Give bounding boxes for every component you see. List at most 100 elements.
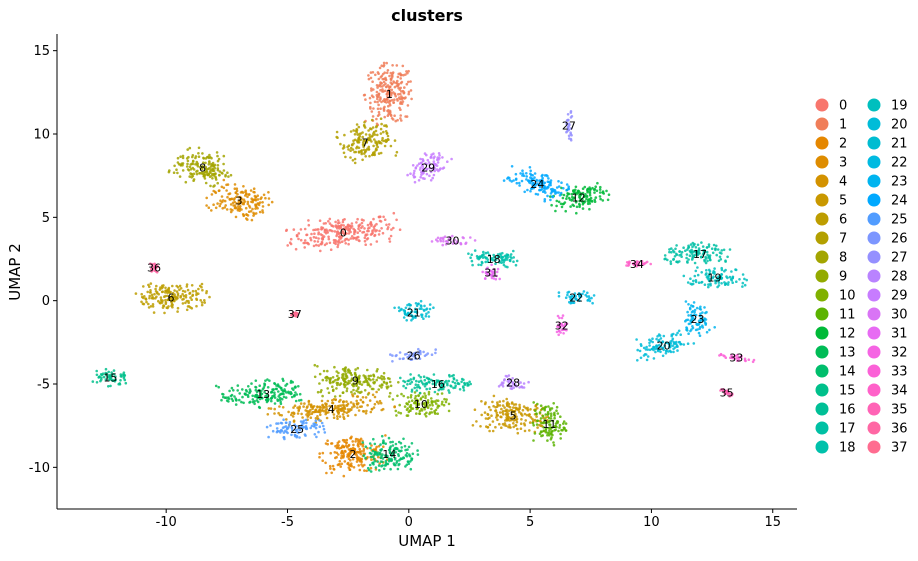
y-tick-label: -5 (37, 378, 50, 393)
point (320, 237, 324, 240)
point (582, 195, 586, 198)
legend-label: 37 (891, 441, 908, 456)
point (184, 296, 188, 299)
legend-key (815, 250, 829, 264)
point (390, 73, 394, 77)
point (512, 422, 515, 425)
point (246, 395, 250, 399)
point (722, 248, 726, 252)
point (283, 437, 286, 441)
point (594, 196, 598, 199)
point (565, 195, 569, 198)
cluster-10-points (391, 390, 451, 418)
point (371, 115, 375, 118)
point (367, 145, 371, 149)
point (270, 397, 273, 400)
point (397, 449, 401, 453)
point (297, 409, 301, 413)
point (559, 437, 562, 440)
point (161, 290, 164, 294)
point (99, 379, 102, 383)
point (295, 234, 299, 238)
point (314, 419, 318, 423)
point (379, 117, 383, 120)
point (326, 442, 330, 446)
legend-label: 35 (891, 403, 908, 418)
point (413, 391, 417, 394)
cluster-3-points (205, 178, 274, 222)
point (473, 239, 477, 242)
point (330, 442, 333, 445)
point (331, 385, 334, 389)
point (321, 394, 324, 398)
point (363, 227, 366, 230)
point (551, 195, 555, 199)
point (233, 197, 236, 200)
point (189, 163, 192, 166)
point (385, 132, 389, 135)
point (549, 188, 553, 191)
point (362, 143, 366, 146)
point (546, 186, 549, 190)
point (237, 205, 240, 208)
point (741, 273, 745, 276)
point (425, 411, 428, 415)
point (377, 92, 381, 96)
point (406, 396, 410, 399)
point (548, 429, 551, 433)
point (705, 250, 709, 254)
point (496, 414, 499, 417)
point (651, 337, 654, 341)
point (313, 410, 317, 414)
point (435, 168, 439, 171)
point (365, 379, 369, 383)
point (231, 201, 235, 205)
point (528, 429, 531, 432)
point (382, 380, 386, 384)
point (359, 405, 362, 409)
point (198, 172, 202, 175)
point (640, 344, 643, 348)
chart-title: clusters (391, 6, 463, 25)
point (294, 391, 297, 394)
point (649, 262, 652, 266)
point (676, 345, 679, 348)
point (267, 191, 270, 194)
point (340, 456, 343, 460)
point (327, 235, 330, 239)
point (565, 188, 568, 192)
point (543, 406, 547, 409)
point (142, 285, 145, 288)
point (305, 241, 309, 245)
point (535, 412, 538, 415)
point (422, 375, 426, 379)
legend-label: 7 (839, 232, 847, 247)
point (284, 396, 288, 399)
point (359, 132, 363, 135)
point (241, 395, 244, 399)
point (390, 117, 394, 120)
point (391, 444, 395, 447)
point (332, 380, 335, 383)
point (697, 281, 701, 285)
point (707, 243, 711, 246)
point (685, 326, 688, 329)
point (371, 461, 374, 465)
point (672, 257, 675, 261)
point (661, 354, 665, 358)
point (148, 296, 151, 300)
point (729, 278, 733, 281)
point (395, 150, 399, 154)
point (298, 405, 301, 409)
point (734, 268, 737, 271)
point (669, 262, 673, 266)
point (360, 218, 364, 221)
legend-item-32: 32 (867, 345, 908, 361)
point (369, 71, 373, 74)
point (678, 250, 681, 253)
point (504, 412, 508, 416)
point (703, 306, 706, 309)
point (519, 172, 522, 175)
point (557, 200, 561, 204)
